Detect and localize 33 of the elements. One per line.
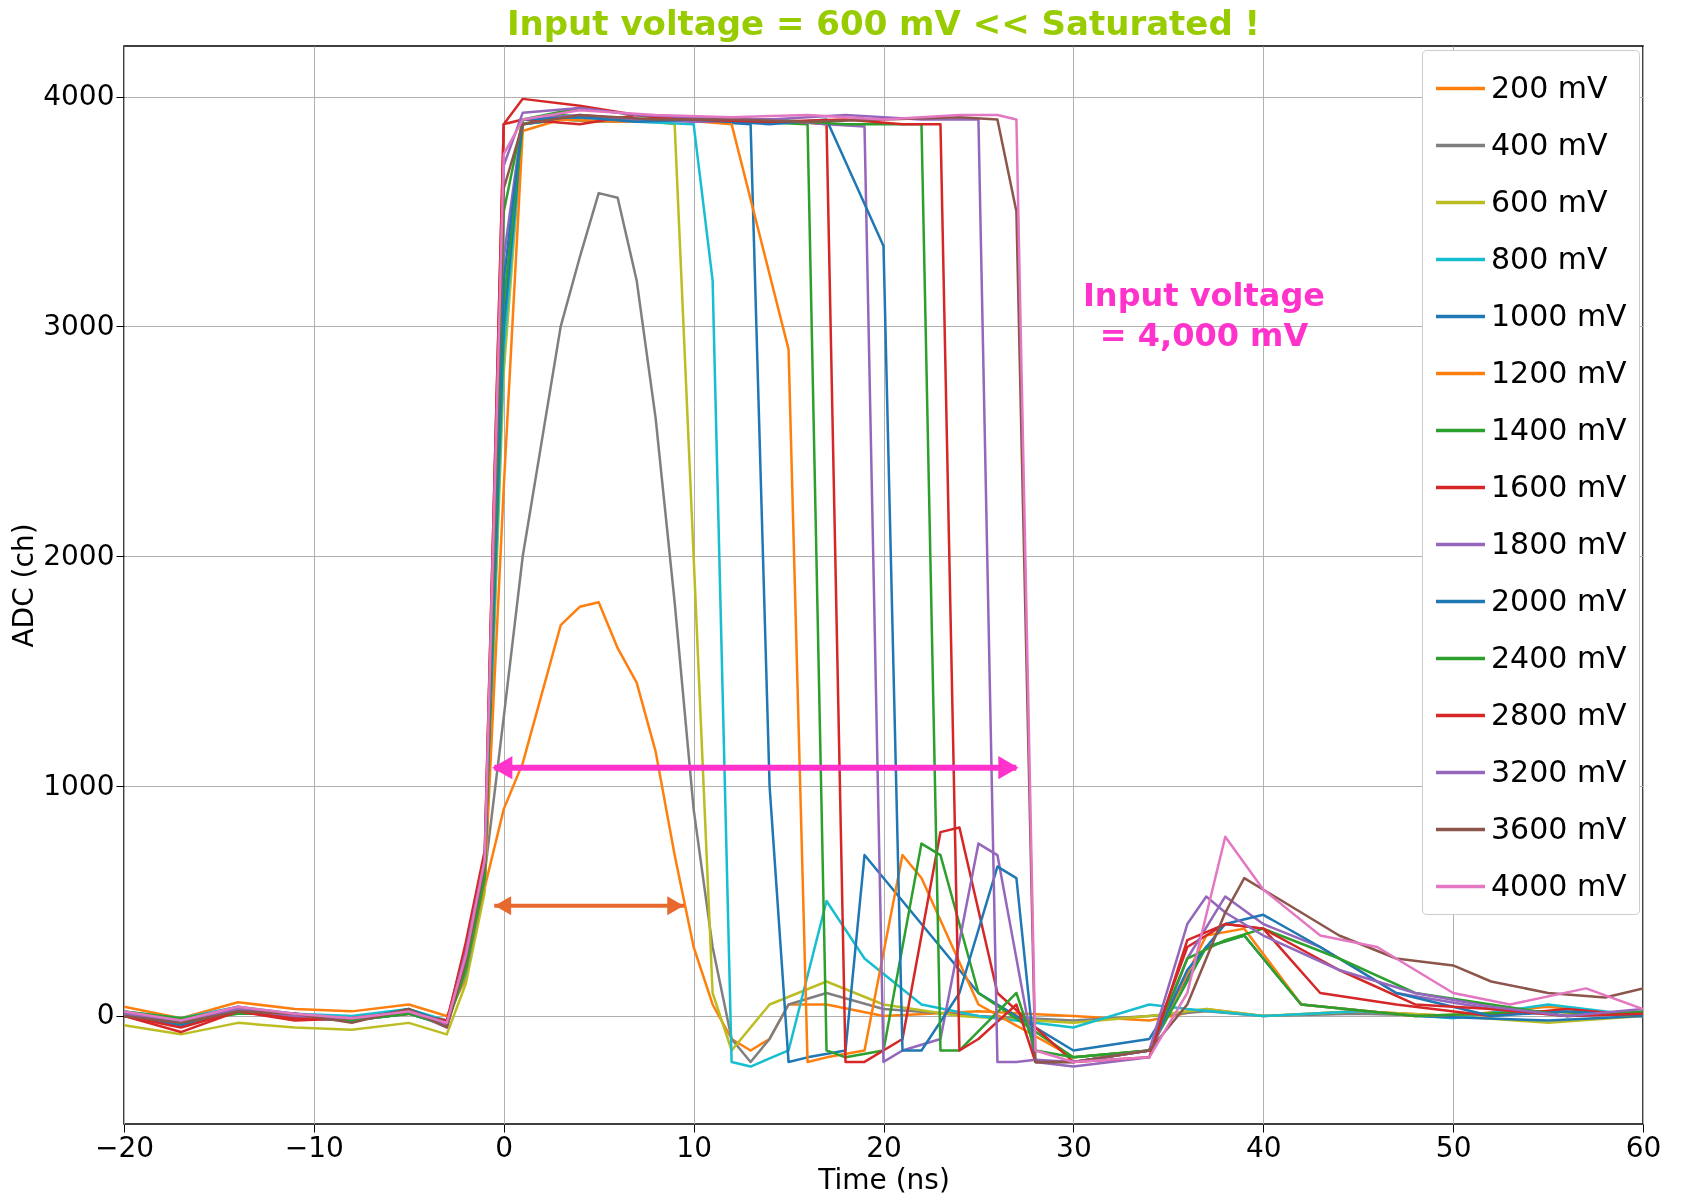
legend-label: 3600 mV [1491, 810, 1628, 846]
legend-label: 1800 mV [1491, 525, 1628, 561]
legend-label: 1400 mV [1491, 411, 1628, 447]
x-tick-label: 50 [1435, 1130, 1472, 1164]
legend-label: 1000 mV [1491, 297, 1628, 333]
x-tick-label: 20 [866, 1130, 902, 1164]
legend-label: 4000 mV [1491, 867, 1628, 903]
legend-label: 800 mV [1491, 240, 1609, 276]
annotation: Input voltage = 4,000 mV [1082, 276, 1326, 354]
legend-label: 1600 mV [1491, 468, 1628, 504]
legend-label: 200 mV [1491, 69, 1609, 105]
x-tick-label: −20 [94, 1130, 155, 1164]
y-axis-title: ADC (ch) [7, 523, 41, 648]
x-axis-title: Time (ns) [817, 1162, 950, 1196]
x-tick-label: 60 [1625, 1130, 1662, 1164]
legend-label: 600 mV [1491, 183, 1609, 219]
y-tick-label: 4000 [43, 79, 115, 113]
x-tick-label: 30 [1056, 1130, 1092, 1164]
y-tick-label: 2000 [43, 538, 115, 572]
y-tick-label: 0 [96, 998, 115, 1032]
chart-title: Input voltage = 600 mV << Saturated ! [506, 3, 1261, 43]
legend-label: 3200 mV [1491, 753, 1628, 789]
legend-label: 2400 mV [1491, 639, 1628, 675]
x-tick-label: 0 [495, 1130, 514, 1164]
x-tick-label: 40 [1245, 1130, 1282, 1164]
x-tick-label: 10 [676, 1130, 712, 1164]
legend-label: 400 mV [1491, 126, 1609, 162]
y-tick-label: 3000 [43, 308, 115, 342]
legend-label: 2800 mV [1491, 696, 1628, 732]
legend-label: 1200 mV [1491, 354, 1628, 390]
y-tick-label: 1000 [43, 768, 115, 802]
legend-label: 2000 mV [1491, 582, 1628, 618]
x-tick-label: −10 [284, 1130, 344, 1164]
